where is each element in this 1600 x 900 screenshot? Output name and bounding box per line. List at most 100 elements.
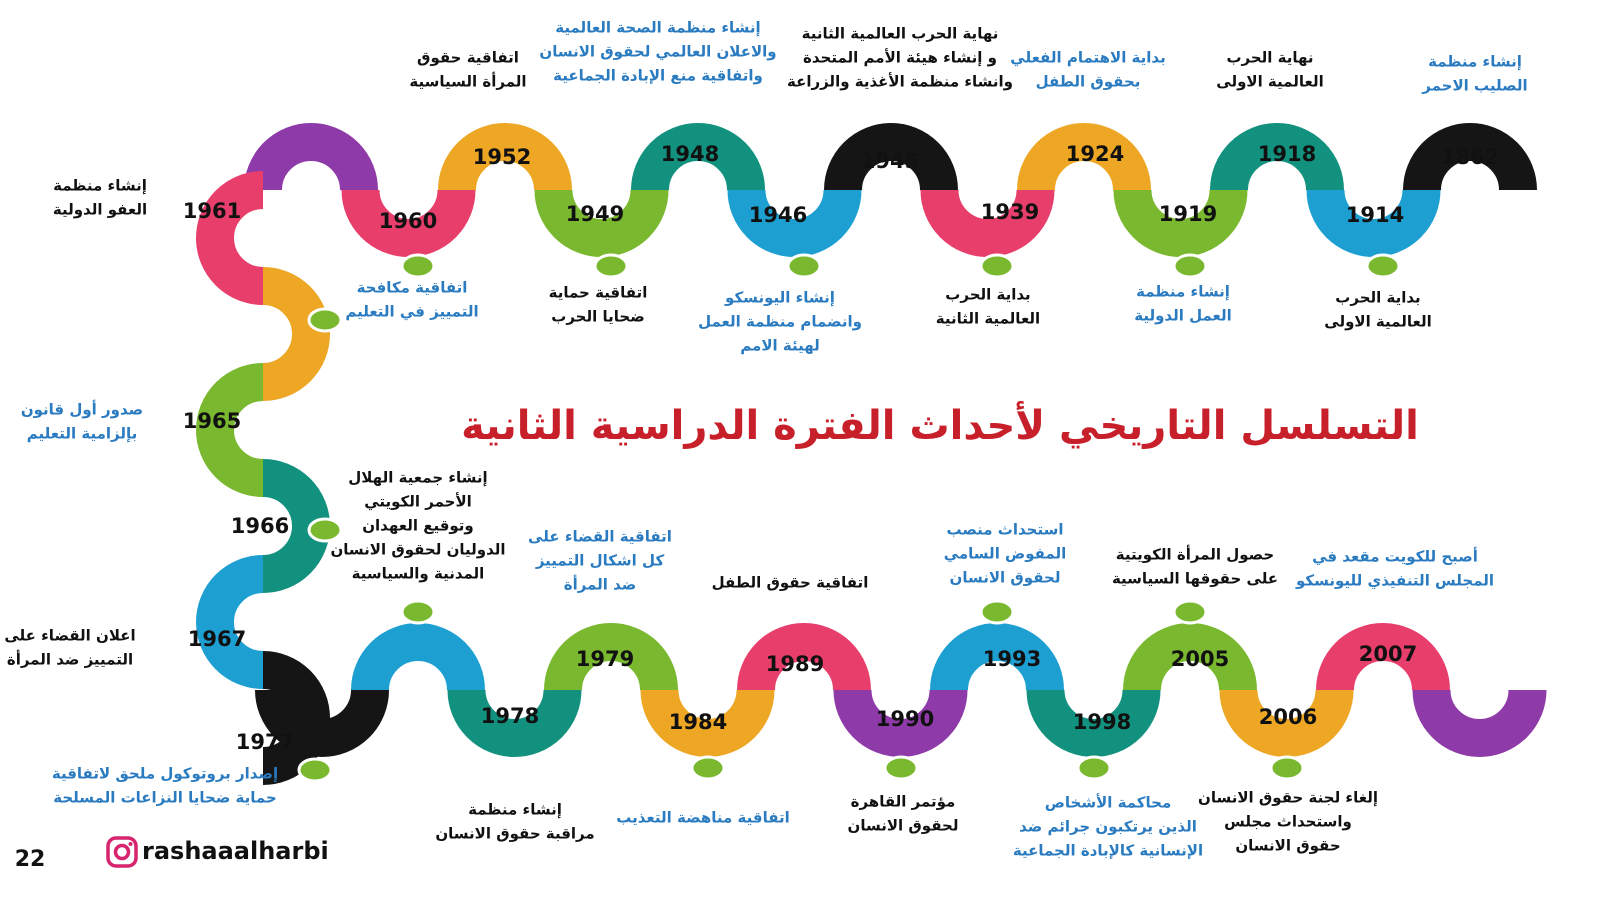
arc-segment [534,189,669,257]
event-label: حصول المرأة الكويتية [1116,545,1275,564]
year: 1914 [1346,203,1404,227]
event-label: على حقوقها السياسية [1112,570,1278,588]
event-label: ضد المرأة [564,575,637,594]
arc-segment [727,189,862,257]
year: 1989 [766,652,824,676]
arc-segment [255,689,389,757]
connector-dot [690,755,726,781]
event-label: لحقوق الانسان [848,817,959,835]
connector-dot [883,755,919,781]
year: 1946 [749,203,807,227]
event-label: اتفاقية حقوق [417,49,519,67]
event-label: التمييز ضد المرأة [7,650,133,669]
event-label: إنشاء منظمة [53,177,147,195]
event-label: الذين يرتكبون جرائم ضد [1019,818,1197,836]
event-label: نهاية الحرب [1226,49,1313,67]
connector-dot [307,517,343,543]
connector-dot [786,253,822,279]
event-label: وانضمام منظمة العمل [698,313,862,331]
event-label: إنشاء منظمة [1136,283,1230,301]
event-label: إنشاء منظمة الصحة العالمية [555,19,760,37]
event-label: إنشاء جمعية الهلال [348,469,487,487]
arc-segment [196,171,264,305]
event-label: بداية الحرب [1335,289,1420,307]
year: 2006 [1259,705,1317,729]
event-label: بإلزامية التعليم [27,425,137,443]
event-label: وانشاء منظمة الأغذية والزراعة [787,73,1013,91]
event-label: اتفاقية حماية [549,284,648,302]
arc-segment [1403,123,1537,191]
title: التسلسل التاريخي لأحداث الفترة الدراسية … [461,400,1419,449]
year: 1993 [983,647,1041,671]
event-label: بداية الاهتمام الفعلي [1010,49,1165,67]
event-label: المدنية والسياسية [352,565,485,583]
event-label: مؤتمر القاهرة [851,793,956,811]
event-label: ضحايا الحرب [551,308,644,326]
snake [196,123,1547,785]
year: 1919 [1159,202,1217,226]
connector-dot [1076,755,1112,781]
event-label: إنشاء منظمة [468,801,562,819]
event-label: نهاية الحرب العالمية الثانية [802,25,999,43]
year: 1977 [236,730,294,754]
year: 1984 [669,710,727,734]
year: 1978 [481,704,539,728]
arc-segment [631,123,765,191]
event-label: صدور أول قانون [21,400,143,419]
event-label: حماية ضحايا النزاعات المسلحة [53,789,277,807]
event-label: اتفاقية حقوق الطفل [712,574,869,592]
connector-dot [400,253,436,279]
arc-segment [447,689,582,757]
event-label: اتفاقية مناهضة التعذيب [616,809,790,827]
arc-segment [244,123,378,191]
arc-segment [1412,689,1547,757]
year: 1967 [188,627,246,651]
arc-segment [1123,623,1257,691]
year: 1918 [1258,142,1316,166]
arc-segment [1026,689,1161,757]
event-label: وتوقيع العهدان [362,517,474,535]
year: 1948 [661,142,719,166]
connector-dot [979,599,1015,625]
arc-segment [737,623,871,691]
event-label: بحقوق الطفل [1036,73,1141,91]
year: 2005 [1171,647,1229,671]
event-label: أصبح للكويت مقعد في [1312,547,1478,566]
event-label: اتفاقية القضاء على [528,528,672,546]
event-label: كل اشكال التمييز [535,552,665,570]
connector-dot [1172,253,1208,279]
arc-segment [262,267,330,401]
event-label: مراقبة حقوق الانسان [435,825,594,843]
event-label: الصليب الاحمر [1421,77,1527,95]
event-label: العالمية الاولى [1216,73,1323,91]
connector-dot [400,599,436,625]
connector-dot [307,307,343,333]
event-label: استحداث منصب [947,521,1064,539]
event-label: المرأة السياسية [409,72,526,91]
year: 1952 [473,145,531,169]
arc-segment [930,623,1064,691]
arc-segment [196,555,264,689]
year: 1979 [576,647,634,671]
year: 1990 [876,707,934,731]
arc-segment [1219,689,1354,757]
event-label: حقوق الانسان [1235,837,1340,855]
instagram-icon [106,836,138,868]
handle: rashaaalharbi [142,837,329,865]
arc-segment [351,623,485,691]
arc-segment [544,623,678,691]
event-label: الإنسانية كالإبادة الجماعية [1013,842,1203,860]
event-label: و إنشاء هيئة الأمم المتحدة [803,49,997,67]
event-label: إنشاء منظمة [1428,53,1522,71]
arc-segment [833,689,968,757]
year: 1960 [379,209,437,233]
event-label: إصدار بروتوكول ملحق لاتفاقية [52,765,278,783]
event-label: اتفاقية مكافحة [357,279,468,297]
event-label: محاكمة الأشخاص [1045,794,1172,812]
event-label: إنشاء اليونسكو [724,289,835,307]
event-label: واتفاقية منع الإبادة الجماعية [553,67,763,85]
arc-segment [824,123,958,191]
page-number: 22 [15,847,46,872]
year: 1949 [566,202,624,226]
